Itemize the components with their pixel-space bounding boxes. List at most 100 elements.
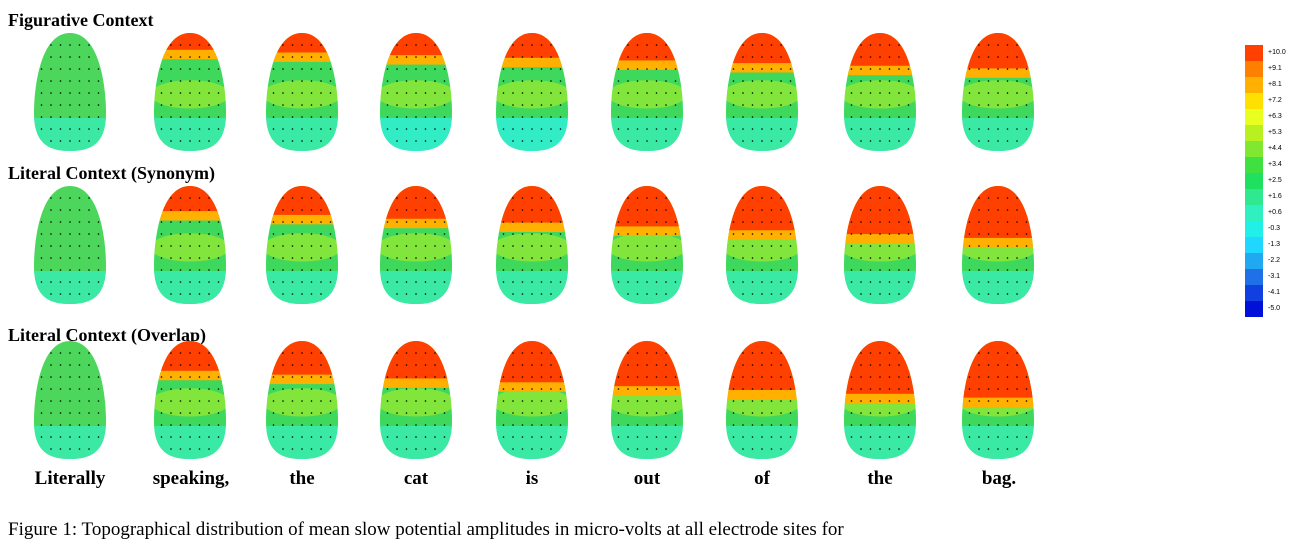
electrode-dot [198, 448, 201, 450]
electrode-dot [208, 388, 210, 390]
electrode-dot [751, 364, 754, 366]
electrode-dot [879, 44, 881, 46]
electrode-dot [424, 364, 427, 366]
electrode-dot [550, 376, 552, 378]
word-the-2: the [867, 468, 893, 489]
electrode-dot [655, 197, 658, 199]
electrode-dot [301, 269, 303, 271]
electrode-dot [751, 448, 754, 450]
electrode-dot [320, 448, 322, 450]
electrode-dot [272, 245, 275, 247]
word-out: out [633, 468, 661, 489]
electrode-dot [329, 245, 332, 247]
electrode-dot [512, 424, 514, 426]
electrode-dot [396, 364, 398, 366]
electrode-dot [217, 388, 220, 390]
electrode-dot [888, 448, 891, 450]
electrode-dot [898, 128, 900, 130]
electrode-dot [770, 388, 773, 390]
electrode-dot [1006, 68, 1009, 70]
word-bag: bag. [981, 468, 1017, 489]
electrode-dot [646, 257, 648, 259]
electrode-dot [272, 376, 275, 378]
electrode-dot [751, 140, 754, 142]
electrode-dot [761, 209, 763, 211]
electrode-dot [272, 233, 275, 235]
electrode-dot [405, 293, 408, 295]
electrode-dot [860, 56, 862, 58]
electrode-dot [997, 128, 999, 130]
electrode-dot [405, 245, 408, 247]
electrode-dot [674, 269, 677, 271]
electrode-dot [502, 245, 505, 247]
electrode-dot [869, 424, 872, 426]
electrode-dot [208, 116, 210, 118]
electrode-dot [405, 116, 408, 118]
electrode-dot [415, 128, 417, 130]
electrode-dot [1016, 197, 1018, 199]
electrode-dot [198, 44, 201, 46]
electrode-dot [674, 116, 677, 118]
electrode-dot [50, 281, 52, 283]
electrode-dot [636, 364, 639, 366]
electrode-dot [636, 209, 639, 211]
electrode-dot [968, 281, 971, 283]
electrode-dot [310, 257, 313, 259]
electrode-dot [521, 424, 524, 426]
electrode-dot [780, 128, 782, 130]
electrode-dot [997, 364, 999, 366]
electrode-dot [665, 140, 667, 142]
electrode-dot [742, 257, 744, 259]
electrode-dot [550, 209, 552, 211]
electrode-dot [655, 128, 658, 130]
electrode-dot [978, 92, 980, 94]
electrode-dot [502, 412, 505, 414]
electrode-dot [742, 412, 744, 414]
electrode-dot [198, 245, 201, 247]
electrode-dot [646, 44, 648, 46]
electrode-dot [415, 56, 417, 58]
scale-swatch [1245, 173, 1263, 189]
electrode-dot [88, 233, 90, 235]
topographic-maps [34, 33, 1034, 459]
electrode-dot [850, 424, 853, 426]
electrode-dot [888, 412, 891, 414]
electrode-dot [521, 56, 524, 58]
electrode-dot [907, 281, 910, 283]
electrode-dot [502, 92, 505, 94]
electrode-dot [780, 245, 782, 247]
electrode-dot [627, 257, 629, 259]
electrode-dot [770, 293, 773, 295]
electrode-dot [751, 92, 754, 94]
electrode-dot [521, 104, 524, 106]
electrode-dot [751, 436, 754, 438]
electrode-dot [770, 424, 773, 426]
electrode-dot [751, 56, 754, 58]
electrode-dot [987, 80, 990, 82]
electrode-dot [655, 281, 658, 283]
electrode-dot [69, 68, 71, 70]
electrode-dot [869, 352, 872, 354]
electrode-dot [540, 364, 543, 366]
electrode-dot [997, 352, 999, 354]
electrode-dot [160, 104, 163, 106]
electrode-dot [550, 140, 552, 142]
electrode-dot [968, 128, 971, 130]
electrode-dot [898, 197, 900, 199]
electrode-dot [636, 436, 639, 438]
electrode-dot [860, 221, 862, 223]
electrode-dot [968, 436, 971, 438]
electrode-dot [742, 116, 744, 118]
electrode-dot [415, 269, 417, 271]
electrode-dot [761, 293, 763, 295]
electrode-dot [617, 80, 620, 82]
electrode-dot [627, 245, 629, 247]
electrode-dot [59, 56, 62, 58]
electrode-dot [512, 400, 514, 402]
electrode-dot [40, 80, 43, 82]
electrode-dot [170, 104, 172, 106]
head-map [154, 33, 226, 151]
electrode-dot [860, 245, 862, 247]
electrode-dot [550, 352, 552, 354]
electrode-dot [559, 233, 562, 235]
